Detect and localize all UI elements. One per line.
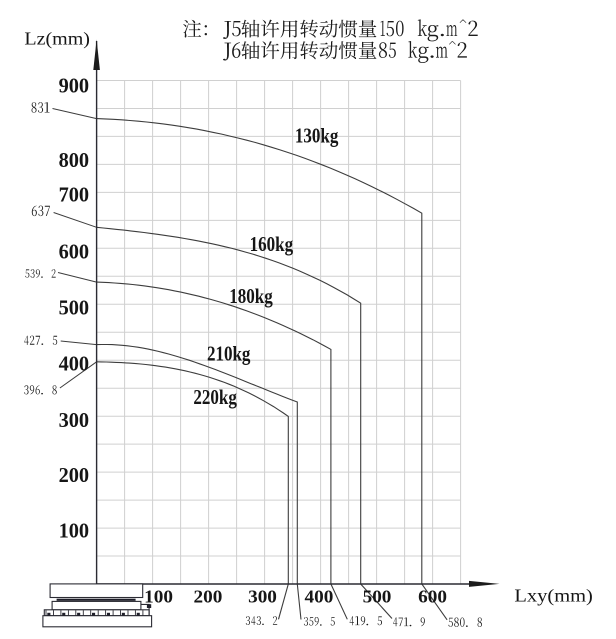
svg-text:300: 300 — [59, 408, 90, 432]
svg-text:400: 400 — [305, 586, 334, 606]
svg-text:Lz(mm): Lz(mm) — [24, 29, 90, 50]
svg-text:100: 100 — [59, 518, 90, 542]
svg-text:600: 600 — [418, 586, 447, 606]
svg-text:700: 700 — [59, 183, 90, 207]
svg-text:200: 200 — [59, 463, 90, 487]
svg-text:500: 500 — [59, 295, 90, 319]
svg-text:200: 200 — [194, 586, 223, 606]
svg-text:400: 400 — [59, 352, 90, 376]
svg-text:800: 800 — [59, 148, 90, 172]
svg-text:300: 300 — [248, 586, 277, 606]
svg-text:130kg: 130kg — [295, 124, 339, 148]
svg-text:Lxy(mm): Lxy(mm) — [514, 586, 593, 607]
svg-text:500: 500 — [363, 586, 392, 606]
svg-text:180kg: 180kg — [229, 284, 273, 308]
svg-text:210kg: 210kg — [207, 342, 251, 366]
svg-text:600: 600 — [59, 239, 90, 263]
svg-text:160kg: 160kg — [250, 232, 294, 256]
svg-text:100: 100 — [144, 586, 173, 606]
svg-text:220kg: 220kg — [193, 385, 237, 409]
svg-text:900: 900 — [59, 73, 90, 97]
